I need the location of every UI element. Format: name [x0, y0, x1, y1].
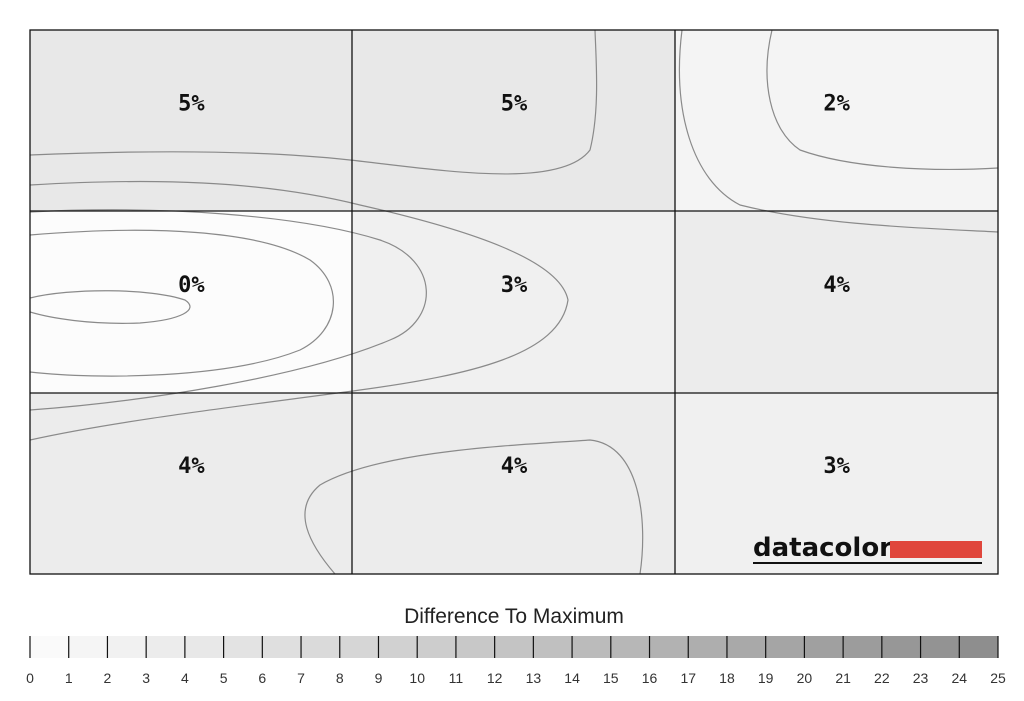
heatmap-cell — [30, 392, 353, 574]
legend-tick-label: 24 — [951, 670, 967, 686]
legend-tick-label: 3 — [142, 670, 150, 686]
heatmap-cell — [352, 211, 676, 393]
contour-line — [304, 439, 644, 574]
legend-tick-label: 18 — [719, 670, 735, 686]
legend-tick-label: 6 — [258, 670, 266, 686]
contour-line — [30, 209, 427, 411]
legend-tick-label: 15 — [603, 670, 619, 686]
legend-tick-label: 10 — [409, 670, 425, 686]
legend-swatch — [339, 636, 379, 658]
grid-lines — [29, 29, 999, 575]
legend-swatch — [881, 636, 921, 658]
cell-value-label: 4% — [823, 273, 850, 298]
contour-line — [30, 229, 334, 377]
legend-swatch — [262, 636, 302, 658]
legend-swatch — [417, 636, 456, 658]
cell-value-label: 2% — [823, 92, 850, 117]
legend-swatch — [843, 636, 882, 658]
legend-tick-label: 2 — [104, 670, 112, 686]
legend-tick-label: 23 — [913, 670, 929, 686]
legend-swatch — [30, 636, 69, 658]
heatmap-cell — [30, 30, 353, 212]
contour-line — [30, 290, 191, 324]
datacolor-logo: datacolor — [753, 533, 982, 564]
legend-tick-label: 17 — [680, 670, 696, 686]
legend-swatch — [610, 636, 650, 658]
legend-tick-label: 20 — [797, 670, 813, 686]
cell-labels: 5% 5% 2% 0% 3% 4% 4% 4% 3% — [178, 92, 851, 480]
legend-tick-label: 5 — [220, 670, 228, 686]
legend-tick-label: 11 — [449, 670, 464, 686]
legend-swatch — [68, 636, 108, 658]
cell-value-label: 4% — [501, 454, 528, 479]
heatmap-cell — [675, 30, 998, 212]
legend-tick-label: 13 — [526, 670, 542, 686]
legend-swatch — [726, 636, 766, 658]
legend-tick-label: 16 — [642, 670, 658, 686]
heatmap-cell — [675, 211, 998, 393]
legend-swatch — [223, 636, 263, 658]
legend-swatch — [455, 636, 495, 658]
legend-title: Difference To Maximum — [404, 605, 624, 628]
legend-swatch — [378, 636, 418, 658]
legend-tick-label: 8 — [336, 670, 344, 686]
legend-tick-label: 22 — [874, 670, 890, 686]
heatmap-cell — [30, 211, 353, 393]
legend-swatch — [920, 636, 960, 658]
contour-line — [30, 30, 598, 175]
legend-tick-label: 19 — [758, 670, 774, 686]
legend-tick-label: 14 — [564, 670, 580, 686]
cell-value-label: 5% — [501, 92, 528, 117]
cell-value-label: 4% — [178, 454, 205, 479]
cell-value-label: 3% — [501, 273, 528, 298]
logo-text: datacolor — [753, 533, 892, 563]
legend-swatch — [572, 636, 611, 658]
heatmap-cells — [30, 30, 998, 574]
legend-swatch — [533, 636, 573, 658]
contour-lines — [30, 30, 998, 574]
plot-border — [29, 29, 999, 575]
heatmap-cell — [352, 392, 676, 574]
legend-tick-label: 0 — [26, 670, 34, 686]
legend-swatch — [688, 636, 727, 658]
legend-tick-label: 21 — [835, 670, 851, 686]
legend-tick-label: 25 — [990, 670, 1006, 686]
cell-value-label: 0% — [178, 273, 205, 298]
legend-swatch — [107, 636, 147, 658]
cell-value-label: 3% — [823, 454, 850, 479]
legend-swatch — [301, 636, 340, 658]
heatmap-cell — [352, 30, 676, 212]
legend-tick-label: 9 — [375, 670, 383, 686]
legend-tick-label: 1 — [65, 670, 73, 686]
cell-value-label: 5% — [178, 92, 205, 117]
legend-swatch — [146, 636, 185, 658]
contour-line — [678, 30, 998, 233]
legend-swatch — [649, 636, 689, 658]
legend-tick-label: 4 — [181, 670, 189, 686]
legend-swatch — [184, 636, 224, 658]
legend-swatch — [494, 636, 534, 658]
legend-swatch — [804, 636, 844, 658]
contour-line — [30, 180, 569, 441]
legend-tick-label: 12 — [487, 670, 503, 686]
legend-swatch — [765, 636, 805, 658]
color-scale-legend: 0 1 2 3 4 5 6 7 8 9 10 11 12 13 14 15 16 17 18 19 20 21 22 23 24… — [26, 636, 1006, 686]
contour-line — [766, 30, 998, 170]
legend-swatch — [959, 636, 998, 658]
legend-tick-label: 7 — [297, 670, 305, 686]
logo-red-bar — [890, 541, 982, 558]
